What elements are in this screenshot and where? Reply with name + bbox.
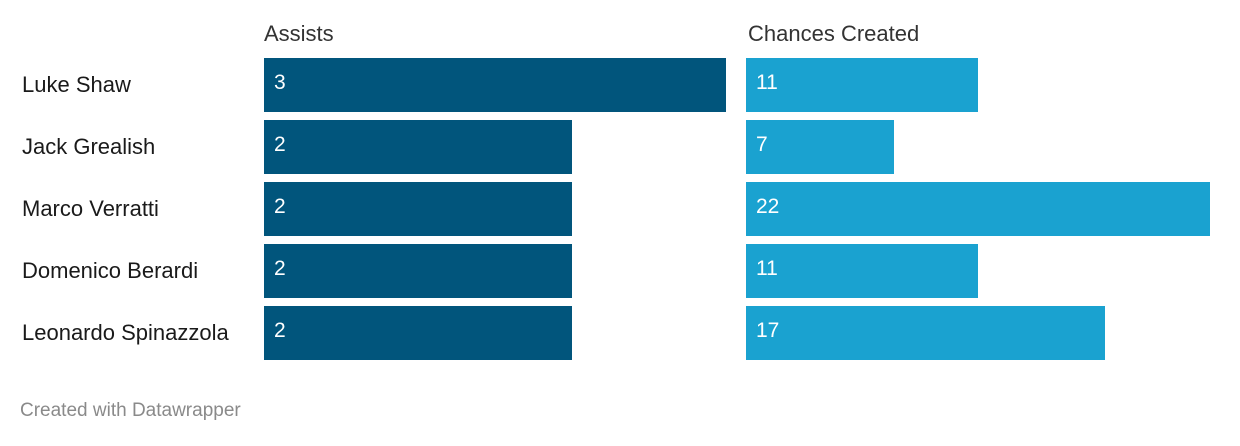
bar bbox=[746, 306, 1105, 360]
row-label: Marco Verratti bbox=[22, 196, 159, 221]
bar-value-label: 2 bbox=[274, 133, 286, 156]
bar bbox=[746, 182, 1210, 236]
bar bbox=[264, 244, 572, 298]
bar-value-label: 2 bbox=[274, 257, 286, 280]
bar-value-label: 17 bbox=[756, 319, 780, 342]
bar-value-label: 11 bbox=[756, 257, 778, 280]
bar bbox=[264, 306, 572, 360]
series-header: Assists bbox=[264, 21, 334, 46]
bar bbox=[746, 120, 894, 174]
bar bbox=[264, 182, 572, 236]
bar bbox=[264, 120, 572, 174]
bar-value-label: 2 bbox=[274, 195, 286, 218]
credit-text: Created with Datawrapper bbox=[20, 400, 241, 421]
bar-value-label: 11 bbox=[756, 71, 778, 94]
bar bbox=[746, 244, 978, 298]
series-header: Chances Created bbox=[748, 21, 920, 46]
row-label: Jack Grealish bbox=[22, 134, 156, 159]
bar bbox=[746, 58, 978, 112]
bar-value-label: 7 bbox=[756, 133, 768, 156]
bar-value-label: 3 bbox=[274, 71, 286, 94]
row-label: Luke Shaw bbox=[22, 72, 131, 97]
bar-value-label: 2 bbox=[274, 319, 286, 342]
bar-value-label: 22 bbox=[756, 195, 780, 218]
bar bbox=[264, 58, 726, 112]
row-label: Leonardo Spinazzola bbox=[22, 320, 229, 345]
row-label: Domenico Berardi bbox=[22, 258, 199, 283]
